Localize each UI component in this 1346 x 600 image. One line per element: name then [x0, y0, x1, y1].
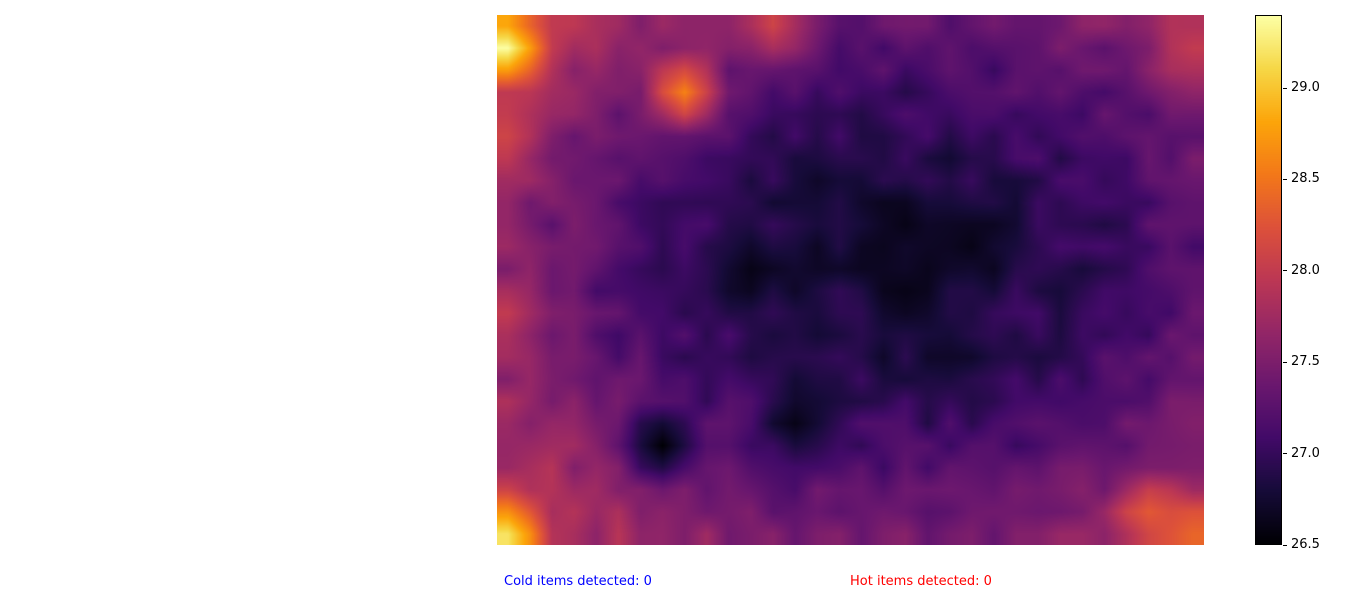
- hot-items-status: Hot items detected: 0: [850, 574, 992, 589]
- colorbar-tick-mark: [1283, 453, 1287, 455]
- heatmap-image: [497, 15, 1204, 545]
- colorbar-tick-label: 29.0: [1291, 80, 1320, 96]
- colorbar-tick-mark: [1283, 361, 1287, 363]
- colorbar-tick-label: 28.5: [1291, 171, 1320, 187]
- colorbar-tick-mark: [1283, 87, 1287, 89]
- colorbar-tick-mark: [1283, 544, 1287, 546]
- cold-items-status: Cold items detected: 0: [504, 574, 652, 589]
- colorbar-tick-mark: [1283, 178, 1287, 180]
- colorbar-tick-label: 27.5: [1291, 354, 1320, 370]
- colorbar: [1255, 15, 1282, 545]
- colorbar-tick-label: 26.5: [1291, 537, 1320, 552]
- colorbar-tick-mark: [1283, 270, 1287, 272]
- colorbar-tick-label: 27.0: [1291, 445, 1320, 461]
- colorbar-tick-label: 28.0: [1291, 262, 1320, 278]
